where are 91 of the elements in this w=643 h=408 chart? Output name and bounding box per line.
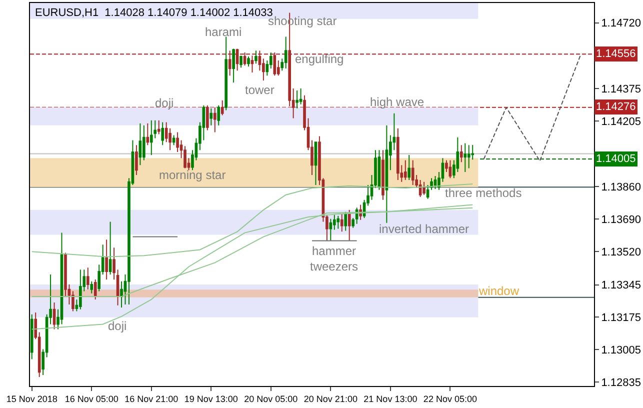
candlestick [150, 120, 153, 156]
x-tick-label: 16 Nov 21:00 [124, 394, 178, 404]
x-tick-label: 22 Nov 05:00 [423, 394, 477, 404]
candlestick [254, 50, 258, 64]
candlestick [396, 128, 400, 181]
candlestick [329, 218, 332, 242]
candlestick [213, 106, 216, 133]
ref-line-label: 1.14005 [596, 153, 636, 165]
candlestick [340, 213, 344, 232]
candlestick [352, 217, 354, 228]
y-tick-label: 1.14720 [601, 18, 641, 30]
candlestick [448, 160, 452, 179]
candlestick [299, 88, 302, 105]
candlestick [422, 181, 426, 196]
candlestick [94, 278, 97, 300]
candlestick [382, 150, 384, 200]
annotation: hammer tweezers [310, 244, 358, 274]
candlestick [232, 48, 235, 83]
annotation: engulfing [295, 52, 344, 66]
candlestick [296, 90, 298, 109]
annotation: three methods [445, 186, 522, 200]
y-tick-label: 1.14205 [601, 116, 641, 128]
candlestick [161, 122, 164, 146]
candlestick [336, 215, 340, 230]
y-tick-label: 1.14375 [601, 83, 641, 96]
annotation: doji [155, 96, 174, 110]
candlestick [378, 150, 381, 190]
candlestick [273, 52, 276, 76]
chart-title: EURUSD,H1 1.14028 1.14079 1.14002 1.14033 [35, 7, 273, 19]
annotation: window [478, 284, 520, 298]
candlestick [79, 269, 82, 310]
candlestick [138, 122, 142, 166]
candlestick [146, 122, 150, 146]
candlestick [464, 142, 467, 173]
x-tick-label: 16 Nov 05:00 [64, 394, 118, 404]
y-tick-label: 1.13860 [601, 182, 641, 194]
annotation: high wave [370, 95, 424, 109]
candlestick [105, 239, 108, 280]
candlestick [240, 55, 242, 68]
candlestick [236, 48, 239, 72]
line-series [483, 54, 582, 162]
annotation: tower [245, 83, 274, 97]
candlestick [86, 267, 90, 290]
candlestick [172, 134, 176, 146]
candlestick [220, 100, 224, 116]
candlestick [116, 269, 120, 306]
candlestick [314, 142, 318, 186]
candlestick [460, 144, 463, 163]
x-tick-label: 20 Nov 05:00 [244, 394, 298, 404]
y-tick-label: 1.13690 [601, 214, 641, 226]
annotation: harami [205, 25, 242, 39]
candlestick [284, 36, 288, 70]
candlestick [408, 154, 411, 181]
candlestick [210, 108, 213, 126]
candlestick [228, 50, 232, 76]
candlestick [52, 302, 56, 330]
ref-line-label: 1.14276 [596, 101, 636, 113]
candlestick [348, 209, 351, 242]
candlestick [434, 176, 437, 190]
y-tick-label: 1.12835 [601, 376, 641, 389]
candlestick [385, 124, 388, 224]
x-tick-label: 20 Nov 21:00 [304, 394, 358, 404]
annotation: doji [108, 319, 127, 333]
annotation: morning star [159, 168, 226, 182]
candlestick [30, 314, 34, 360]
candlestick [250, 55, 254, 74]
candlestick [157, 120, 160, 135]
candlestick [247, 56, 250, 67]
candlestick [135, 144, 138, 176]
y-tick-label: 1.13345 [601, 280, 641, 292]
candlestick [90, 280, 94, 294]
candlestick [404, 160, 407, 181]
candlestick [217, 104, 220, 126]
candlestick [60, 232, 64, 325]
y-tick-label: 1.13005 [601, 344, 641, 356]
candlestick [411, 160, 414, 186]
candlestick [142, 124, 146, 161]
candlestick [112, 247, 116, 280]
candlestick [467, 144, 470, 169]
x-tick-label: 21 Nov 13:00 [364, 394, 418, 404]
line-series [31, 184, 474, 258]
annotation: inverted hammer [379, 222, 470, 236]
y-tick-label: 1.13175 [601, 312, 641, 324]
y-tick-label: 1.13520 [601, 246, 641, 258]
candlestick [243, 52, 246, 66]
x-tick-label: 15 Nov 2018 [6, 394, 58, 404]
candlestick [206, 104, 209, 131]
candlestick [108, 221, 112, 276]
ref-line-label: 1.14556 [596, 48, 636, 60]
candlestick [224, 36, 228, 111]
x-tick-label: 19 Nov 13:00 [184, 394, 238, 404]
